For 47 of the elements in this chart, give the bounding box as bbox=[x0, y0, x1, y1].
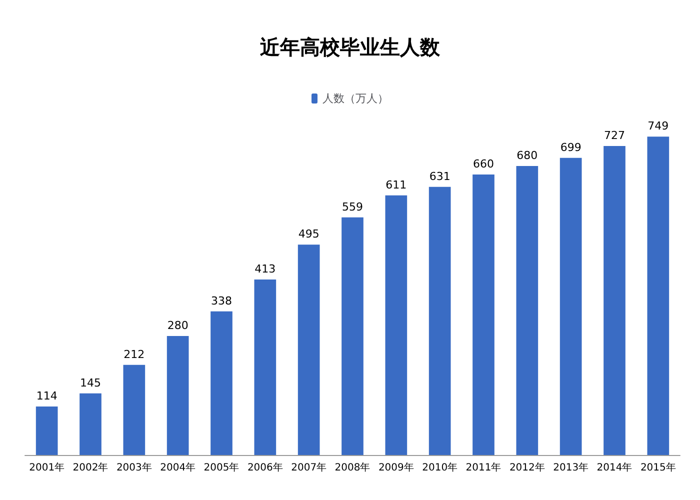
x-tick-label: 2011年 bbox=[466, 462, 502, 474]
bar bbox=[36, 406, 58, 455]
bar bbox=[80, 393, 102, 455]
x-tick-label: 2006年 bbox=[247, 462, 283, 474]
chart-title: 近年高校毕业生人数 bbox=[259, 35, 441, 59]
x-tick-label: 2005年 bbox=[204, 462, 240, 474]
bar bbox=[428, 186, 451, 455]
x-tick-label: 2010年 bbox=[422, 462, 458, 474]
data-label: 145 bbox=[80, 376, 101, 390]
data-label: 699 bbox=[560, 140, 582, 154]
data-label: 660 bbox=[473, 158, 494, 170]
data-label: 114 bbox=[36, 390, 58, 403]
data-label: 559 bbox=[342, 200, 363, 214]
x-tick-label: 2003年 bbox=[116, 462, 152, 474]
bar bbox=[604, 146, 626, 455]
x-tick-label: 2014年 bbox=[596, 462, 632, 474]
bar bbox=[166, 336, 189, 455]
x-tick-label: 2008年 bbox=[334, 462, 370, 474]
bar bbox=[647, 136, 670, 455]
data-label: 611 bbox=[386, 178, 407, 192]
x-tick-label: 2012年 bbox=[509, 462, 545, 474]
bar bbox=[254, 279, 276, 455]
bar bbox=[472, 174, 494, 455]
data-label: 212 bbox=[124, 348, 145, 361]
bar bbox=[298, 244, 320, 455]
x-tick-label: 2013年 bbox=[553, 462, 589, 474]
data-label: 631 bbox=[429, 170, 450, 183]
x-tick-label: 2015年 bbox=[640, 462, 676, 474]
x-tick-label: 2004年 bbox=[160, 462, 196, 474]
data-label: 495 bbox=[298, 228, 320, 241]
bar bbox=[123, 364, 146, 455]
bar bbox=[385, 195, 408, 455]
x-tick-label: 2002年 bbox=[72, 462, 108, 474]
data-label: 338 bbox=[211, 294, 232, 308]
x-tick-label: 2007年 bbox=[291, 462, 327, 474]
bar bbox=[516, 166, 538, 455]
legend-label: 人数（万人） bbox=[322, 92, 388, 105]
data-label: 680 bbox=[516, 149, 538, 162]
x-tick-label: 2009年 bbox=[378, 462, 414, 474]
bar bbox=[342, 217, 364, 455]
data-label: 727 bbox=[604, 129, 625, 142]
bar bbox=[210, 311, 232, 455]
data-label: 280 bbox=[167, 319, 188, 332]
data-label: 749 bbox=[648, 120, 669, 133]
x-tick-label: 2001年 bbox=[29, 462, 65, 474]
bar bbox=[560, 158, 582, 455]
data-label: 413 bbox=[254, 262, 276, 276]
